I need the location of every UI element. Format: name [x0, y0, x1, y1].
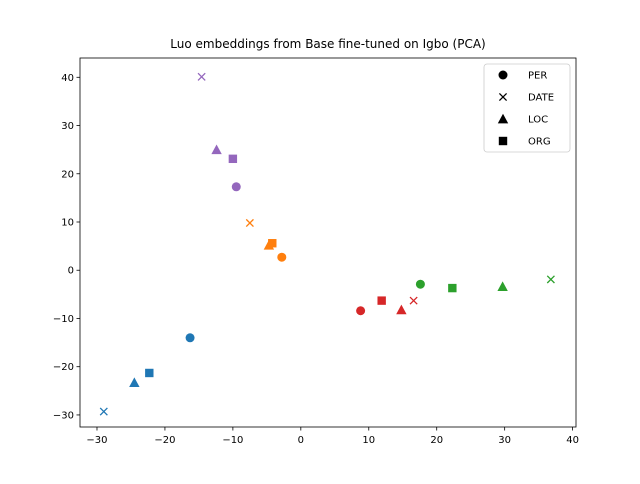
points-layer — [99, 72, 555, 416]
legend-marker-x — [498, 92, 508, 102]
chart-title: Luo embeddings from Base fine-tuned on I… — [170, 37, 485, 51]
data-point — [396, 304, 407, 315]
y-tick-label: −10 — [53, 314, 74, 325]
data-point — [497, 281, 508, 292]
x-tick-label: 30 — [498, 435, 511, 446]
y-tick-label: 30 — [61, 121, 74, 132]
plot-frame — [79, 57, 577, 428]
data-point — [185, 333, 195, 343]
x-tick-label: −30 — [86, 435, 107, 446]
legend-label: DATE — [528, 93, 554, 104]
y-tick-label: 40 — [61, 73, 74, 84]
legend-marker-circle — [498, 70, 508, 80]
data-point — [277, 252, 287, 262]
data-point — [231, 182, 241, 192]
y-tick-label: 0 — [68, 266, 74, 277]
data-point — [228, 154, 238, 164]
data-point — [409, 296, 418, 305]
data-point — [99, 407, 108, 416]
legend-item: LOC — [497, 113, 548, 126]
legend-label: PER — [528, 71, 547, 82]
legend-item: DATE — [498, 92, 554, 104]
legend-marker-square — [498, 136, 508, 146]
legend-label: LOC — [528, 115, 548, 126]
data-point — [356, 306, 366, 316]
x-tick-label: 10 — [362, 435, 375, 446]
y-tick-label: 10 — [61, 218, 74, 229]
x-tick-label: 20 — [430, 435, 443, 446]
data-point — [129, 377, 140, 388]
data-point — [448, 283, 457, 293]
x-tick-label: 40 — [566, 435, 579, 446]
legend: PER DATE LOC ORG — [483, 63, 571, 153]
x-tick-label: −10 — [222, 435, 243, 446]
data-point — [415, 279, 425, 289]
data-point — [197, 72, 206, 81]
data-point — [377, 296, 386, 305]
y-tick-label: 20 — [61, 169, 74, 180]
legend-item: PER — [498, 70, 547, 82]
legend-label: ORG — [528, 137, 551, 148]
legend-box — [483, 63, 571, 153]
x-tick-label: −20 — [154, 435, 175, 446]
data-point — [145, 368, 154, 378]
data-point — [211, 144, 222, 155]
data-point — [268, 239, 277, 248]
legend-item: ORG — [498, 136, 551, 148]
axes-layer: −30 −20 −10 0 10 20 30 40 −30 −20 −10 0 10 20 30 40 — [53, 73, 579, 446]
y-tick-label: −30 — [53, 410, 74, 421]
data-point — [245, 218, 254, 228]
x-tick-label: 0 — [298, 435, 304, 446]
data-point — [546, 275, 555, 284]
legend-marker-triangle — [497, 113, 509, 124]
y-tick-label: −20 — [53, 362, 74, 373]
